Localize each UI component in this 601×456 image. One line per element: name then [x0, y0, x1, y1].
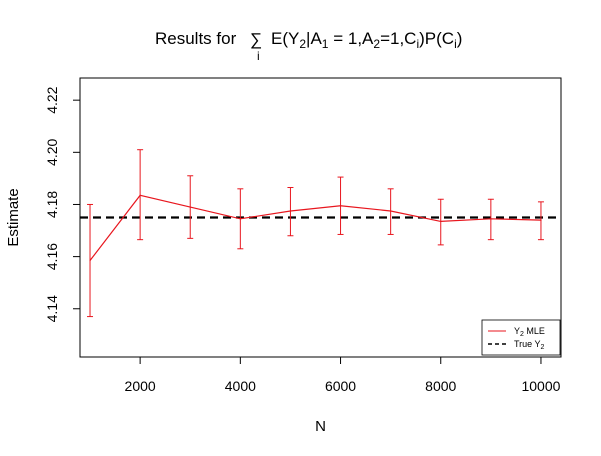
data-point [289, 210, 292, 212]
data-point [440, 220, 442, 223]
data-point [139, 194, 141, 196]
y-axis: 4.14 4.16 4.18 4.20 4.22 [44, 86, 81, 322]
y-tick-label: 4.18 [44, 191, 60, 218]
x-tick-label: 6000 [325, 378, 356, 394]
series-line [89, 194, 541, 261]
data-point [339, 205, 342, 207]
chart-title: Results for ∑i E(Y2|A1 = 1,A2=1,Ci)P(Ci) [155, 29, 462, 63]
x-axis-title: N [315, 418, 326, 435]
y-tick-label: 4.22 [44, 86, 60, 113]
x-axis: 2000 4000 6000 8000 10000 [125, 356, 561, 394]
title-sum-symbol: ∑ [250, 30, 262, 49]
y-tick-label: 4.14 [44, 295, 60, 322]
x-tick-label: 8000 [425, 378, 456, 394]
x-tick-label: 2000 [125, 378, 156, 394]
title-expression: E(Y2|A1 = 1,A2=1,Ci)P(Ci) [271, 29, 462, 51]
x-tick-label: 4000 [225, 378, 256, 394]
legend-box [481, 319, 561, 356]
data-point [239, 218, 241, 220]
title-prefix: Results for [155, 29, 237, 48]
x-tick-label: 10000 [521, 378, 560, 394]
data-point [189, 206, 191, 208]
legend-label: True Y2 [514, 339, 545, 351]
series-layer [87, 149, 544, 318]
legend-label: Y2 MLE [514, 326, 545, 338]
data-point [89, 259, 91, 262]
data-point [540, 219, 542, 221]
y-tick-label: 4.16 [44, 243, 60, 270]
title-sum-subscript: i [257, 49, 260, 63]
data-point [490, 218, 492, 220]
y-tick-label: 4.20 [44, 138, 60, 165]
y-axis-title: Estimate [5, 188, 22, 246]
data-point [390, 210, 392, 212]
